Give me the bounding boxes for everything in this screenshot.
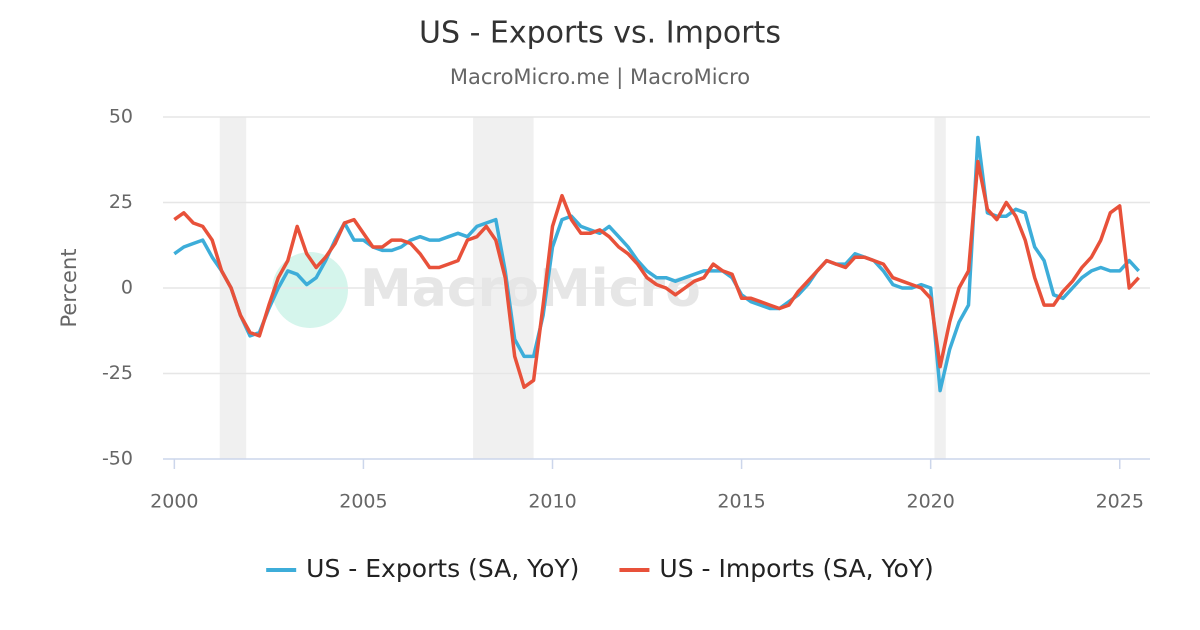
x-tick-label: 2020 — [906, 491, 954, 513]
legend-label: US - Exports (SA, YoY) — [306, 554, 579, 583]
chart-subtitle: MacroMicro.me | MacroMicro — [450, 65, 750, 90]
series-line — [173, 159, 1140, 389]
watermark-logo — [272, 252, 348, 328]
x-tick-label: 2025 — [1096, 491, 1144, 513]
watermark: MacroMicro — [360, 259, 701, 319]
y-tick-label: 0 — [121, 277, 133, 299]
y-tick-label: -50 — [102, 448, 133, 470]
x-tick-label: 2005 — [339, 491, 387, 513]
x-tick-label: 2000 — [150, 491, 198, 513]
y-tick-label: -25 — [102, 362, 133, 384]
legend-label: US - Imports (SA, YoY) — [659, 554, 933, 583]
x-tick-label: 2010 — [528, 491, 576, 513]
y-tick-label: 50 — [109, 106, 133, 128]
x-tick-label: 2015 — [717, 491, 765, 513]
chart-title: US - Exports vs. Imports — [419, 16, 781, 51]
y-tick-label: 25 — [109, 191, 133, 213]
y-axis-label: Percent — [57, 248, 81, 327]
